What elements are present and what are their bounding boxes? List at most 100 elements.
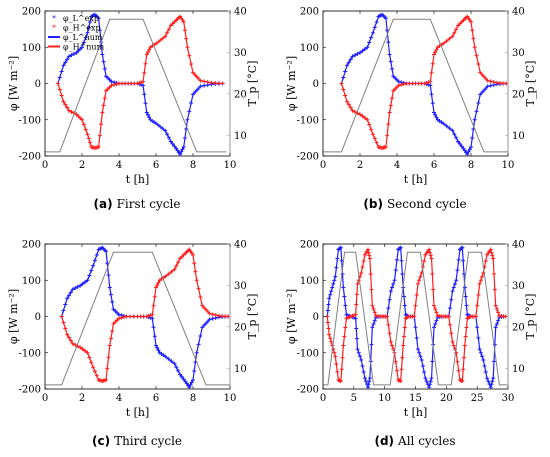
data-point <box>166 27 171 32</box>
data-point <box>63 326 68 331</box>
data-point <box>193 269 198 274</box>
data-point <box>383 144 388 149</box>
data-point <box>327 296 332 301</box>
data-point <box>464 303 469 308</box>
data-point <box>216 81 221 86</box>
data-point <box>400 271 405 276</box>
data-point <box>191 252 195 257</box>
y-axis-label: φ [W m⁻²] <box>7 56 20 111</box>
data-point <box>83 348 88 353</box>
data-point <box>65 332 70 337</box>
data-point <box>187 53 192 58</box>
data-point <box>139 80 144 85</box>
data-point <box>86 136 91 141</box>
data-point <box>163 274 168 279</box>
data-point <box>464 325 469 330</box>
y2-tick-label: 10 <box>234 364 247 375</box>
data-point <box>195 75 200 80</box>
data-point <box>96 16 101 21</box>
data-point <box>78 47 83 52</box>
x-tick-label: 20 <box>440 393 453 404</box>
data-point <box>78 283 83 288</box>
data-point <box>476 292 481 297</box>
data-point <box>488 385 493 389</box>
data-point <box>454 27 459 32</box>
data-point <box>476 61 481 66</box>
data-point <box>360 48 365 53</box>
data-point <box>341 87 346 92</box>
data-point <box>65 105 70 110</box>
data-point <box>144 110 149 115</box>
data-point <box>470 28 475 33</box>
data-point <box>428 379 433 384</box>
data-point <box>187 109 192 114</box>
y2-tick-label: 40 <box>512 7 525 18</box>
data-point <box>108 292 113 297</box>
y2-tick-label: 40 <box>234 7 247 18</box>
data-point <box>478 278 483 283</box>
y2-axis-label: T_p [°C] <box>524 61 537 107</box>
data-point <box>181 252 186 257</box>
data-point <box>326 326 331 331</box>
data-point <box>160 36 165 41</box>
data-point <box>67 293 72 298</box>
data-point <box>155 345 160 350</box>
data-point <box>466 149 471 154</box>
data-point <box>329 289 334 294</box>
data-point <box>477 347 482 352</box>
data-point <box>400 355 405 360</box>
data-point <box>392 278 397 283</box>
data-point <box>390 285 395 290</box>
data-point <box>367 253 372 258</box>
data-point <box>83 35 88 40</box>
data-point <box>348 57 353 62</box>
data-point <box>474 109 479 114</box>
y-tick-label: 100 <box>22 43 41 54</box>
data-point <box>494 306 499 311</box>
x-tick-label: 6 <box>431 160 437 171</box>
y2-axis-label: T_p [°C] <box>246 294 259 340</box>
data-point <box>412 314 417 319</box>
data-point <box>181 144 186 149</box>
data-point <box>333 354 338 359</box>
panel-caption: (d) All cycles <box>374 434 455 448</box>
data-point <box>480 73 485 78</box>
data-point <box>422 259 427 264</box>
data-point <box>67 335 72 340</box>
data-point <box>365 117 370 122</box>
data-point <box>441 121 446 126</box>
data-point <box>415 347 420 352</box>
data-point <box>360 265 365 270</box>
data-point <box>401 82 406 87</box>
data-point <box>396 83 401 88</box>
data-point <box>450 339 455 344</box>
data-point <box>202 79 207 84</box>
data-point <box>68 338 73 343</box>
data-point <box>450 289 455 294</box>
data-point <box>467 147 472 152</box>
data-point <box>393 359 398 364</box>
y-tick-label: -200 <box>19 152 41 163</box>
data-point <box>150 312 155 317</box>
data-point <box>101 59 106 64</box>
data-point <box>469 144 473 149</box>
data-point <box>401 343 406 348</box>
data-point <box>124 314 129 319</box>
data-point <box>492 287 497 292</box>
panel-caption: (b) Second cycle <box>363 197 466 211</box>
data-point <box>205 320 210 325</box>
data-point <box>80 117 84 122</box>
data-point <box>365 45 370 50</box>
data-point <box>391 281 396 286</box>
data-point <box>489 250 494 255</box>
legend-label: φ_H^exp <box>63 24 101 33</box>
x-tick-label: 0 <box>320 393 326 404</box>
data-point <box>385 314 390 319</box>
legend-marker: * <box>52 14 56 23</box>
data-point <box>488 247 493 252</box>
data-point <box>434 310 439 315</box>
data-point <box>110 299 115 304</box>
x-tick-label: 2 <box>79 393 85 404</box>
data-point <box>154 121 158 126</box>
